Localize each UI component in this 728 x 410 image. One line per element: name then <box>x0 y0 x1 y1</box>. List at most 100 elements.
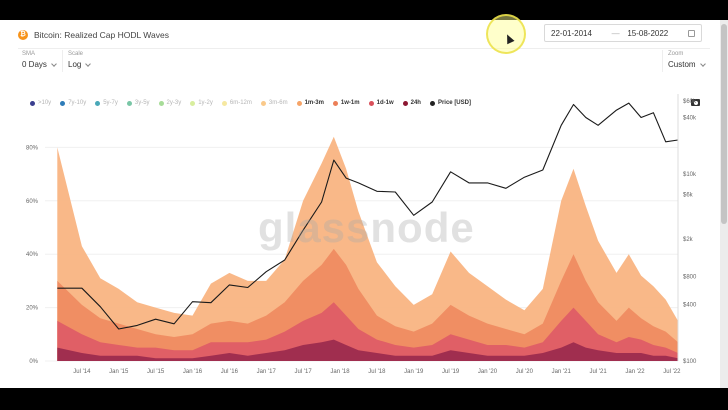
date-separator: — <box>611 28 620 38</box>
legend-item[interactable]: 3y-5y <box>126 100 150 106</box>
legend-label: 3y-5y <box>134 100 150 106</box>
legend-label: 2y-3y <box>166 100 182 106</box>
x-tick-label: Jul '22 <box>663 369 681 375</box>
x-tick-label: Jul '14 <box>73 369 91 375</box>
x-tick-label: Jul '20 <box>516 369 534 375</box>
legend-label: 3m-6m <box>268 100 288 106</box>
y-tick-right: $6k <box>683 193 694 199</box>
legend-label: 5y-7y <box>103 100 118 106</box>
x-tick-label: Jan '22 <box>625 369 645 375</box>
x-tick-label: Jul '18 <box>368 369 386 375</box>
y-tick-left: 0% <box>29 359 38 365</box>
scale-control[interactable]: Scale Log <box>68 51 92 69</box>
legend-dot-icon <box>158 100 164 106</box>
area-1w-1m <box>57 248 679 361</box>
legend-label: 7y-10y <box>68 100 87 106</box>
sma-control[interactable]: SMA 0 Days <box>22 51 57 69</box>
date-to-input[interactable]: 15-08-2022 <box>627 28 669 38</box>
y-tick-right: $60k <box>683 99 697 105</box>
y-tick-right: $400 <box>683 303 697 309</box>
legend-dot-icon <box>221 100 227 106</box>
x-tick-label: Jul '15 <box>147 369 165 375</box>
legend-dot-icon <box>190 100 196 106</box>
y-tick-right: $40k <box>683 115 697 121</box>
bitcoin-icon: ₿ <box>18 30 28 40</box>
y-tick-left: 40% <box>26 252 39 258</box>
legend-dot-icon <box>60 100 66 106</box>
scale-label: Scale <box>68 51 84 57</box>
legend-label: 1y-2y <box>198 100 213 106</box>
chart-header: ₿ Bitcoin: Realized Cap HODL Waves <box>18 24 169 46</box>
y-tick-right: $10k <box>683 172 697 178</box>
legend-item[interactable]: 1d-1w <box>368 100 394 106</box>
legend-label: 1w-1m <box>340 100 360 106</box>
legend-label: >10y <box>38 100 52 106</box>
legend-item[interactable]: 3m-6m <box>260 100 288 106</box>
header-divider <box>18 48 710 49</box>
legend-dot-icon <box>429 100 435 106</box>
legend-item[interactable]: 7y-10y <box>60 100 86 106</box>
sma-value[interactable]: 0 Days <box>22 60 47 69</box>
legend-item[interactable]: 6m-12m <box>221 100 252 106</box>
legend-label: Price [USD] <box>437 100 471 106</box>
chart-title: Bitcoin: Realized Cap HODL Waves <box>34 30 169 40</box>
control-divider <box>662 50 663 72</box>
y-tick-left: 60% <box>26 199 39 205</box>
y-tick-right: $2k <box>683 237 694 243</box>
legend-label: 24h <box>410 100 421 106</box>
x-tick-label: Jul '19 <box>442 369 460 375</box>
legend-dot-icon <box>260 100 266 106</box>
legend-item[interactable]: 2y-3y <box>158 100 182 106</box>
x-tick-label: Jan '21 <box>552 369 572 375</box>
legend-item[interactable]: 24h <box>402 100 421 106</box>
x-tick-label: Jan '15 <box>109 369 129 375</box>
x-tick-label: Jan '16 <box>183 369 203 375</box>
legend-dot-icon <box>296 100 302 106</box>
legend-item[interactable]: 1y-2y <box>190 100 213 106</box>
date-from-input[interactable]: 22-01-2014 <box>551 28 592 38</box>
legend-item[interactable]: 1m-3m <box>296 100 324 106</box>
sma-label: SMA <box>22 51 36 57</box>
zoom-control[interactable]: Zoom Custom <box>668 51 706 69</box>
x-tick-label: Jul '21 <box>590 369 608 375</box>
legend-item[interactable]: 1w-1m <box>332 100 360 106</box>
y-tick-right: $800 <box>683 274 697 280</box>
legend-dot-icon <box>30 100 35 106</box>
legend-label: 1d-1w <box>376 100 394 106</box>
legend-item[interactable]: Price [USD] <box>429 100 471 106</box>
legend-item[interactable]: >10y <box>30 100 51 106</box>
x-tick-label: Jul '16 <box>221 369 239 375</box>
price-line <box>57 102 679 330</box>
watermark: glassnode <box>258 204 475 251</box>
x-tick-label: Jan '19 <box>404 369 424 375</box>
legend-dot-icon <box>368 100 374 106</box>
calendar-icon[interactable] <box>688 29 695 37</box>
y-tick-left: 80% <box>26 145 39 151</box>
legend-label: 6m-12m <box>229 100 252 106</box>
x-tick-label: Jan '18 <box>330 369 350 375</box>
legend-dot-icon <box>402 100 408 106</box>
x-tick-label: Jan '17 <box>257 369 277 375</box>
legend-label: 1m-3m <box>304 100 324 106</box>
camera-icon[interactable] <box>691 99 700 106</box>
y-tick-right: $100 <box>683 359 697 365</box>
legend-dot-icon <box>126 100 132 106</box>
legend-dot-icon <box>95 100 101 106</box>
date-range-picker[interactable]: 22-01-2014 — 15-08-2022 <box>544 24 702 42</box>
zoom-value[interactable]: Custom <box>668 60 696 69</box>
chart-legend: >10y 7y-10y 5y-7y 3y-5y 2y-3y 1y-2y 6m-12m 3m-6… <box>30 100 471 106</box>
x-tick-label: Jan '20 <box>478 369 498 375</box>
legend-item[interactable]: 5y-7y <box>95 100 118 106</box>
area-24h <box>57 339 679 361</box>
scrollbar-thumb[interactable] <box>721 24 727 224</box>
zoom-label: Zoom <box>668 51 684 57</box>
control-divider <box>62 50 63 72</box>
area-1m-3m <box>57 136 679 361</box>
x-tick-label: Jul '17 <box>295 369 313 375</box>
y-tick-left: 20% <box>26 306 39 312</box>
scale-value[interactable]: Log <box>68 60 82 69</box>
area-1d-1w <box>57 302 679 361</box>
cursor-highlight <box>486 14 526 54</box>
legend-dot-icon <box>332 100 338 106</box>
